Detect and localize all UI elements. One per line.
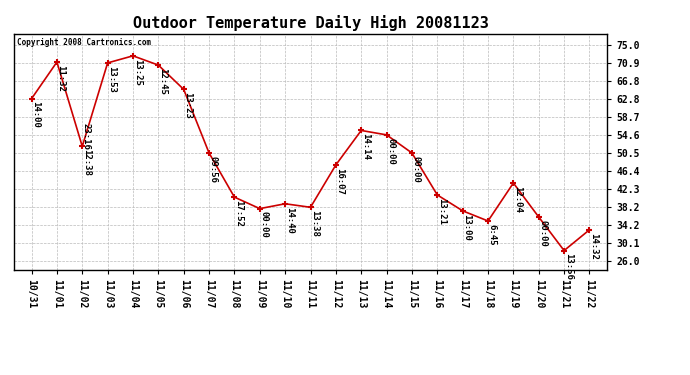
Text: 13:53: 13:53 <box>107 66 117 93</box>
Text: 00:00: 00:00 <box>386 138 395 165</box>
Text: 23:16: 23:16 <box>82 123 91 150</box>
Text: 13:00: 13:00 <box>462 214 471 240</box>
Text: 14:40: 14:40 <box>285 207 294 233</box>
Title: Outdoor Temperature Daily High 20081123: Outdoor Temperature Daily High 20081123 <box>132 15 489 31</box>
Text: 09:56: 09:56 <box>209 156 218 183</box>
Text: 13:56: 13:56 <box>564 254 573 280</box>
Text: 00:00: 00:00 <box>538 220 547 247</box>
Text: 16:07: 16:07 <box>335 168 344 195</box>
Text: 00:00: 00:00 <box>412 156 421 183</box>
Text: 12:38: 12:38 <box>82 149 91 176</box>
Text: 14:14: 14:14 <box>361 133 370 160</box>
Text: 00:00: 00:00 <box>259 211 268 238</box>
Text: 12:45: 12:45 <box>158 68 167 95</box>
Text: 13:21: 13:21 <box>437 198 446 225</box>
Text: 11:32: 11:32 <box>57 65 66 92</box>
Text: 12:04: 12:04 <box>513 186 522 213</box>
Text: 14:32: 14:32 <box>589 232 598 260</box>
Text: Copyright 2008 Cartronics.com: Copyright 2008 Cartronics.com <box>17 39 151 48</box>
Text: 6:45: 6:45 <box>488 224 497 245</box>
Text: 13:23: 13:23 <box>184 92 193 119</box>
Text: 17:52: 17:52 <box>234 200 243 227</box>
Text: 13:38: 13:38 <box>310 210 319 237</box>
Text: 14:00: 14:00 <box>31 102 40 128</box>
Text: 13:25: 13:25 <box>132 58 141 86</box>
